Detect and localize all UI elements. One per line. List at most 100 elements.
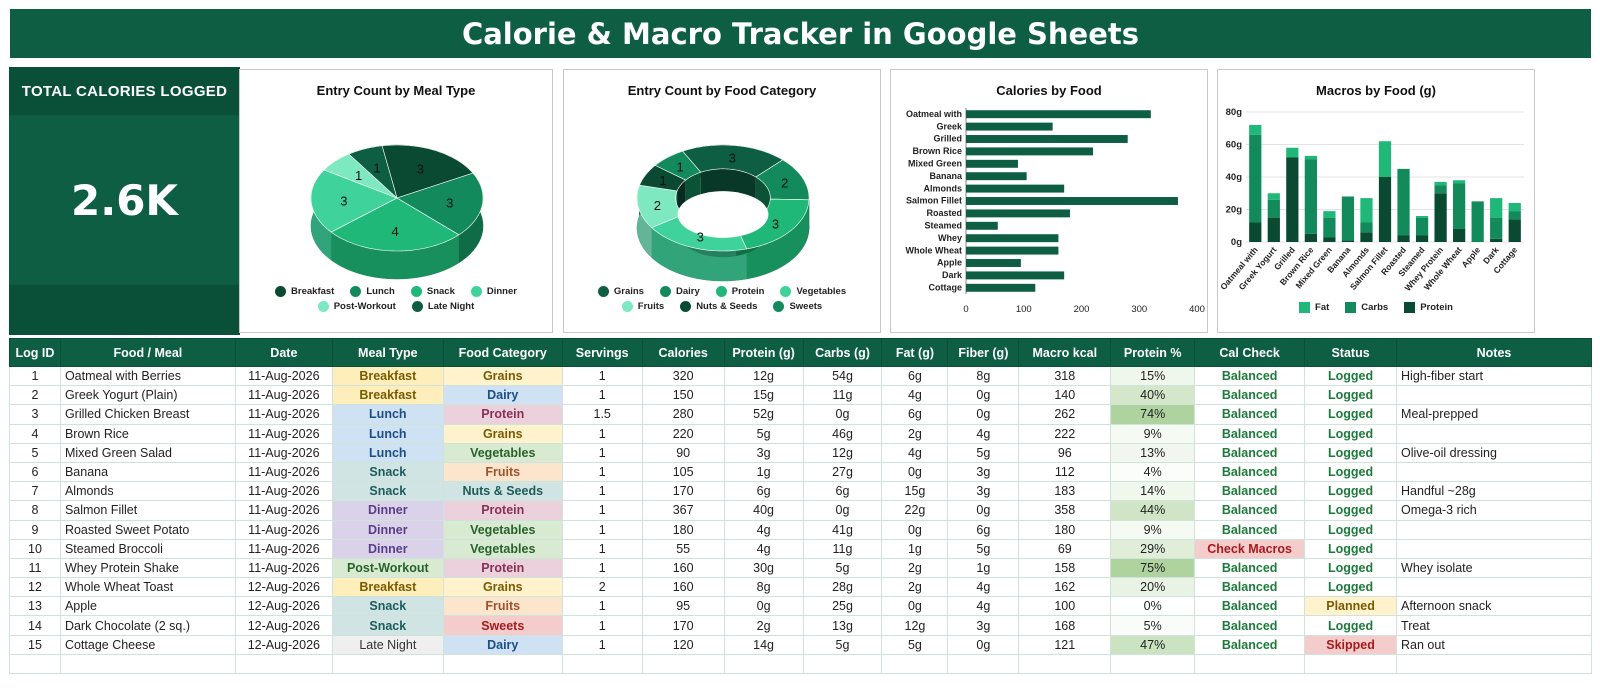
- cell-carbs-g[interactable]: 11g: [802, 538, 883, 559]
- cell-log-id[interactable]: 9: [9, 519, 61, 540]
- cell-macro-kcal[interactable]: 100: [1018, 596, 1112, 617]
- cell-protein[interactable]: 5%: [1110, 615, 1196, 636]
- cell-food-category[interactable]: Grains: [442, 423, 563, 444]
- cell-macro-kcal[interactable]: 262: [1018, 404, 1112, 425]
- cell-food-category[interactable]: Dairy: [442, 634, 563, 655]
- cell-protein[interactable]: 74%: [1110, 404, 1196, 425]
- cell-fat-g[interactable]: 2g: [881, 577, 949, 598]
- cell-status[interactable]: Logged: [1304, 442, 1398, 463]
- cell-meal-type[interactable]: Snack: [331, 461, 444, 483]
- cell-food-meal[interactable]: Brown Rice: [59, 423, 236, 444]
- cell-calories[interactable]: 367: [641, 500, 725, 521]
- cell-meal-type[interactable]: Post-Workout: [331, 557, 444, 579]
- cell-fat-g[interactable]: 15g: [881, 481, 949, 502]
- cell-fat-g[interactable]: [881, 653, 949, 675]
- cell-status[interactable]: [1304, 653, 1398, 675]
- cell-food-meal[interactable]: Whey Protein Shake: [59, 557, 236, 579]
- cell-cal-check[interactable]: Balanced: [1194, 365, 1306, 387]
- cell-date[interactable]: 11-Aug-2026: [234, 500, 333, 521]
- cell-fiber-g[interactable]: 3g: [947, 615, 1020, 636]
- cell-log-id[interactable]: 11: [9, 557, 61, 579]
- cell-macro-kcal[interactable]: 358: [1018, 500, 1112, 521]
- cell-notes[interactable]: Omega-3 rich: [1396, 500, 1592, 521]
- cell-servings[interactable]: 2: [561, 577, 643, 598]
- cell-servings[interactable]: 1: [561, 615, 643, 636]
- cell-food-category[interactable]: Sweets: [442, 615, 563, 636]
- cell-calories[interactable]: 90: [641, 442, 725, 463]
- cell-notes[interactable]: [1396, 461, 1592, 483]
- cell-food-meal[interactable]: Whole Wheat Toast: [59, 577, 236, 598]
- cell-log-id[interactable]: [9, 653, 61, 675]
- cell-calories[interactable]: [641, 653, 725, 675]
- cell-macro-kcal[interactable]: 121: [1018, 634, 1112, 655]
- cell-log-id[interactable]: 4: [9, 423, 61, 444]
- cell-notes[interactable]: [1396, 538, 1592, 559]
- cell-cal-check[interactable]: Balanced: [1194, 404, 1306, 425]
- cell-food-category[interactable]: Fruits: [442, 461, 563, 483]
- cell-servings[interactable]: 1: [561, 423, 643, 444]
- cell-protein[interactable]: 29%: [1110, 538, 1196, 559]
- cell-calories[interactable]: 220: [641, 423, 725, 444]
- cell-food-category[interactable]: Vegetables: [442, 538, 563, 559]
- cell-notes[interactable]: Whey isolate: [1396, 557, 1592, 579]
- cell-protein-g[interactable]: 14g: [723, 634, 804, 655]
- cell-carbs-g[interactable]: 28g: [802, 577, 883, 598]
- cell-notes[interactable]: High-fiber start: [1396, 365, 1592, 387]
- cell-calories[interactable]: 95: [641, 596, 725, 617]
- cell-food-meal[interactable]: Roasted Sweet Potato: [59, 519, 236, 540]
- cell-macro-kcal[interactable]: 140: [1018, 385, 1112, 406]
- cell-log-id[interactable]: 12: [9, 577, 61, 598]
- cell-date[interactable]: 11-Aug-2026: [234, 461, 333, 483]
- cell-fat-g[interactable]: 12g: [881, 615, 949, 636]
- cell-date[interactable]: 11-Aug-2026: [234, 365, 333, 387]
- cell-cal-check[interactable]: Balanced: [1194, 385, 1306, 406]
- cell-cal-check[interactable]: Balanced: [1194, 461, 1306, 483]
- cell-calories[interactable]: 150: [641, 385, 725, 406]
- cell-date[interactable]: 11-Aug-2026: [234, 538, 333, 559]
- cell-macro-kcal[interactable]: 158: [1018, 557, 1112, 579]
- cell-status[interactable]: Logged: [1304, 481, 1398, 502]
- cell-protein-g[interactable]: 5g: [723, 423, 804, 444]
- cell-macro-kcal[interactable]: 69: [1018, 538, 1112, 559]
- cell-carbs-g[interactable]: 25g: [802, 596, 883, 617]
- cell-food-meal[interactable]: Apple: [59, 596, 236, 617]
- cell-macro-kcal[interactable]: 96: [1018, 442, 1112, 463]
- cell-status[interactable]: Logged: [1304, 423, 1398, 444]
- cell-cal-check[interactable]: Balanced: [1194, 481, 1306, 502]
- col-header-fiber-g[interactable]: Fiber (g): [947, 338, 1020, 367]
- cell-fiber-g[interactable]: 5g: [947, 442, 1020, 463]
- col-header-fat-g[interactable]: Fat (g): [881, 338, 949, 367]
- cell-servings[interactable]: 1: [561, 596, 643, 617]
- cell-log-id[interactable]: 2: [9, 385, 61, 406]
- col-header-log-id[interactable]: Log ID: [9, 338, 61, 367]
- col-header-calories[interactable]: Calories: [641, 338, 725, 367]
- col-header-servings[interactable]: Servings: [561, 338, 643, 367]
- cell-cal-check[interactable]: [1194, 653, 1306, 675]
- cell-macro-kcal[interactable]: 112: [1018, 461, 1112, 483]
- cell-log-id[interactable]: 14: [9, 615, 61, 636]
- cell-cal-check[interactable]: Balanced: [1194, 423, 1306, 444]
- cell-food-meal[interactable]: Oatmeal with Berries: [59, 365, 236, 387]
- cell-servings[interactable]: 1: [561, 519, 643, 540]
- cell-fat-g[interactable]: 4g: [881, 442, 949, 463]
- cell-protein-g[interactable]: 0g: [723, 596, 804, 617]
- cell-servings[interactable]: 1: [561, 461, 643, 483]
- cell-food-meal[interactable]: Cottage Cheese: [59, 634, 236, 655]
- cell-notes[interactable]: [1396, 385, 1592, 406]
- cell-cal-check[interactable]: Balanced: [1194, 615, 1306, 636]
- cell-macro-kcal[interactable]: 183: [1018, 481, 1112, 502]
- cell-carbs-g[interactable]: 12g: [802, 442, 883, 463]
- cell-protein-g[interactable]: 8g: [723, 577, 804, 598]
- col-header-notes[interactable]: Notes: [1396, 338, 1592, 367]
- cell-food-meal[interactable]: [59, 653, 236, 675]
- cell-cal-check[interactable]: Balanced: [1194, 596, 1306, 617]
- cell-protein-g[interactable]: 4g: [723, 538, 804, 559]
- cell-protein-g[interactable]: 40g: [723, 500, 804, 521]
- cell-date[interactable]: 12-Aug-2026: [234, 596, 333, 617]
- cell-fiber-g[interactable]: 4g: [947, 423, 1020, 444]
- cell-carbs-g[interactable]: 6g: [802, 481, 883, 502]
- cell-protein-g[interactable]: 1g: [723, 461, 804, 483]
- cell-status[interactable]: Logged: [1304, 538, 1398, 559]
- cell-status[interactable]: Logged: [1304, 385, 1398, 406]
- cell-meal-type[interactable]: Snack: [331, 615, 444, 636]
